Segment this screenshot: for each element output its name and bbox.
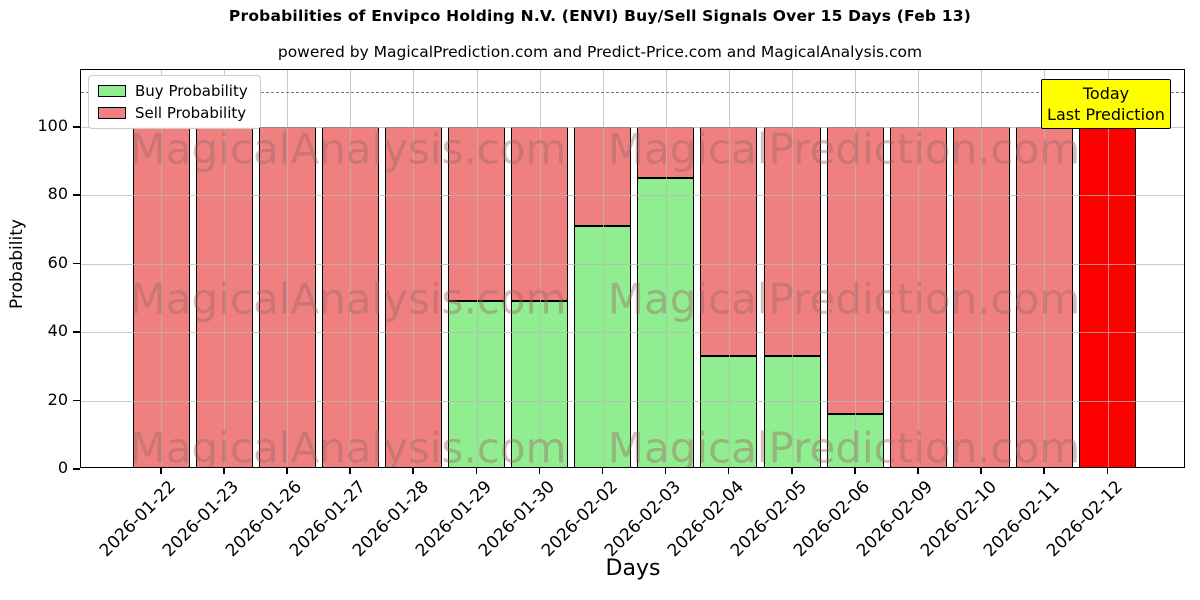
x-tick-mark <box>223 468 225 474</box>
y-tick-label: 20 <box>47 389 68 409</box>
bar-segment <box>1079 127 1136 467</box>
watermark-text: MagicalPrediction.com <box>607 124 1081 174</box>
x-tick-mark <box>475 468 477 474</box>
x-tick-mark <box>286 468 288 474</box>
y-tick-mark <box>73 194 80 196</box>
legend-label-sell: Sell Probability <box>135 104 247 122</box>
x-tick-mark <box>791 468 793 474</box>
chart-title: Probabilities of Envipco Holding N.V. (E… <box>228 7 972 25</box>
x-tick-mark <box>538 468 541 474</box>
y-tick-mark <box>73 126 80 128</box>
y-tick-mark <box>73 262 80 265</box>
y-tick-label: 60 <box>47 252 68 272</box>
dashed-threshold-line <box>81 91 1184 93</box>
legend-swatch-buy <box>98 85 126 97</box>
legend-item-sell: Sell Probability <box>98 105 248 121</box>
y-tick-label: 100 <box>37 116 68 135</box>
watermark-text: MagicalPrediction.com <box>607 274 1081 324</box>
plot-area: MagicalAnalysis.com MagicalPrediction.com… <box>80 69 1185 468</box>
x-tick-mark <box>980 468 982 474</box>
legend-swatch-sell <box>98 107 126 119</box>
x-tick-mark <box>664 468 667 474</box>
y-tick-label: 0 <box>57 458 68 477</box>
x-tick-mark <box>917 468 919 474</box>
x-tick-mark <box>1106 468 1108 474</box>
legend-label-buy: Buy Probability <box>135 82 248 100</box>
chart-subtitle: powered by MagicalPrediction.com and Pre… <box>277 43 923 61</box>
legend: Buy Probability Sell Probability <box>88 75 261 129</box>
watermark-text: MagicalAnalysis.com <box>129 274 567 324</box>
x-tick-mark <box>601 468 604 474</box>
x-tick-mark <box>160 468 162 474</box>
x-tick-mark <box>412 468 414 474</box>
legend-item-buy: Buy Probability <box>98 83 248 99</box>
today-annotation: Today Last Prediction <box>1041 79 1171 129</box>
y-tick-label: 40 <box>47 321 68 341</box>
x-axis-label: Days <box>605 556 661 581</box>
today-annotation-line2: Last Prediction <box>1047 105 1165 124</box>
y-tick-mark <box>73 331 80 333</box>
x-tick-mark <box>349 468 351 474</box>
y-tick-label: 80 <box>47 184 68 204</box>
x-tick-mark <box>1043 468 1045 474</box>
x-tick-mark <box>727 468 730 474</box>
y-tick-mark <box>73 468 80 470</box>
watermark-text: MagicalPrediction.com <box>607 423 1081 468</box>
watermark-text: MagicalAnalysis.com <box>129 423 567 468</box>
watermark-text: MagicalAnalysis.com <box>129 124 567 174</box>
y-tick-mark <box>73 399 80 402</box>
today-annotation-line1: Today <box>1082 84 1130 103</box>
x-tick-mark <box>854 468 856 474</box>
